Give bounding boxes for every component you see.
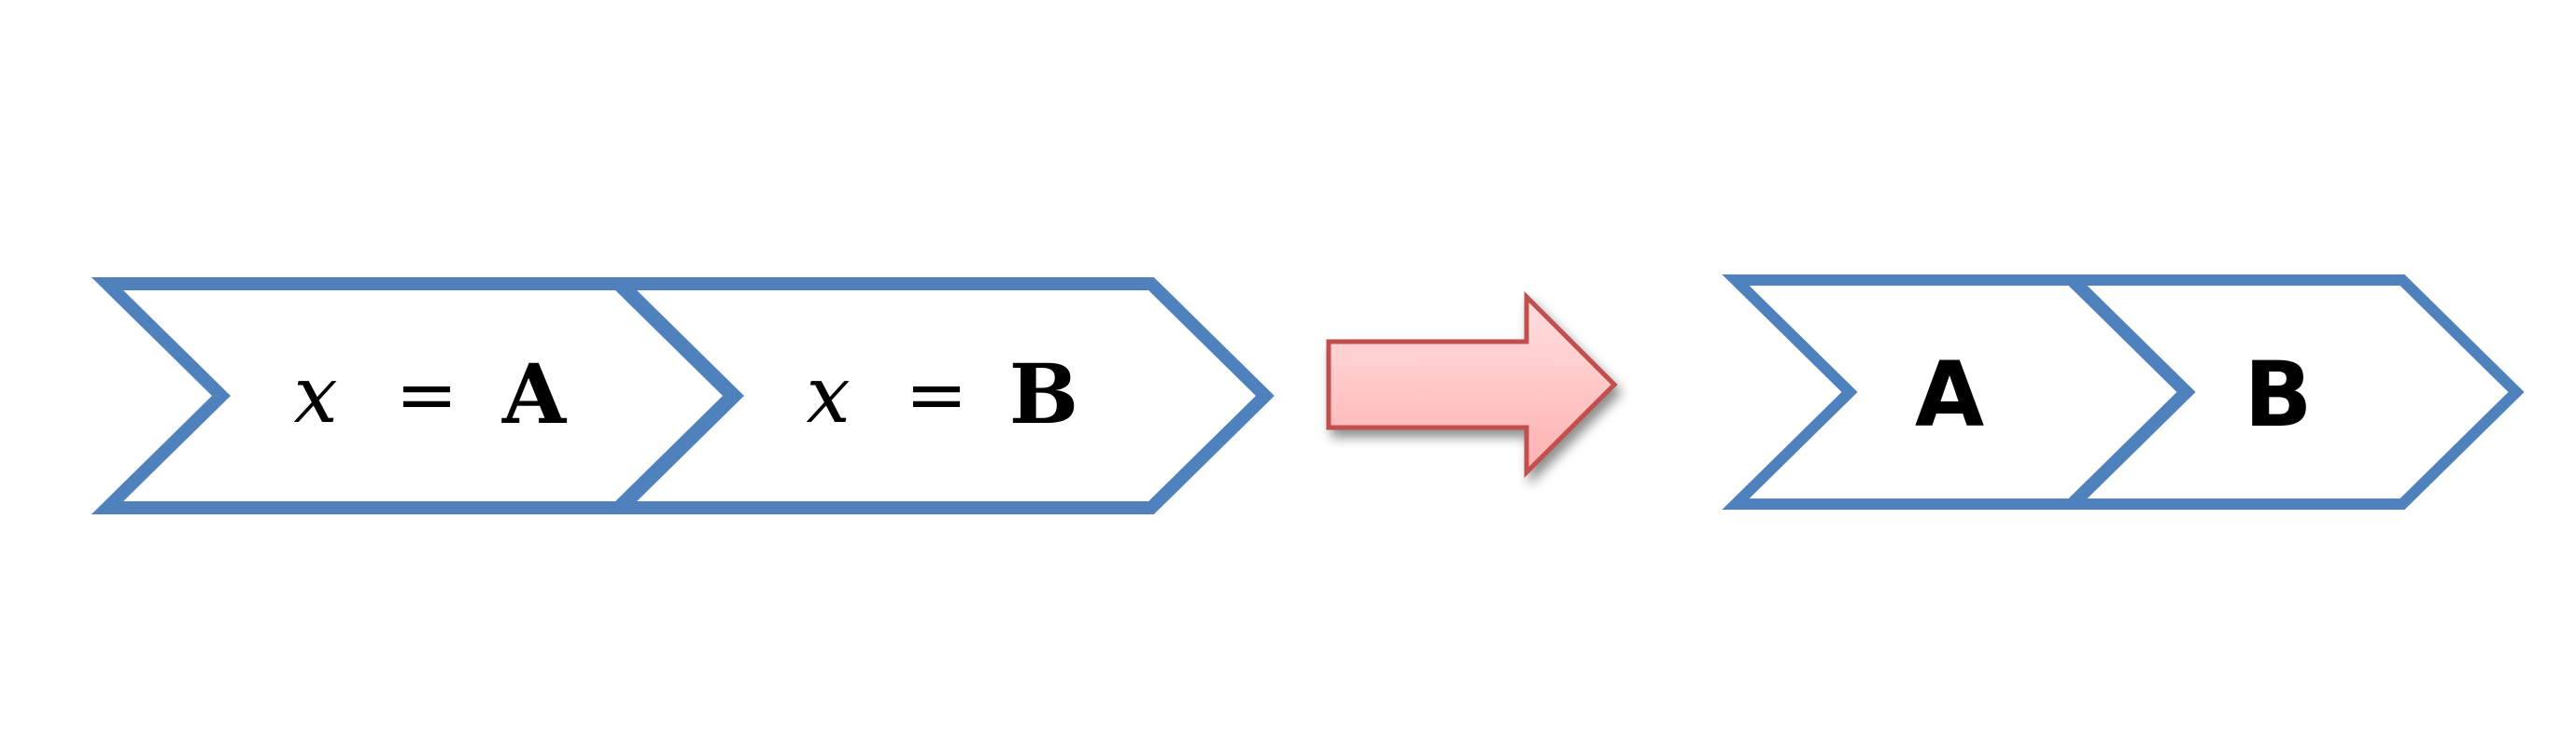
left-chevron-group: x = A x = B xyxy=(91,277,1274,514)
left-chevron-2-value: B xyxy=(1009,345,1078,442)
right-chevron-group: A B xyxy=(1722,274,2525,510)
left-chevron-1-variable: x xyxy=(293,349,337,441)
left-chevron-1: x = A xyxy=(91,277,741,514)
left-chevron-1-value: A xyxy=(501,345,568,442)
right-arrow-icon xyxy=(1326,290,1618,479)
right-chevron-2: B xyxy=(2060,274,2525,510)
left-chevron-2: x = B xyxy=(604,277,1274,514)
left-chevron-2-shape xyxy=(604,277,1274,514)
right-chevron-1-value: A xyxy=(1915,343,1984,447)
right-chevron-2-value: B xyxy=(2244,343,2312,447)
left-chevron-1-operator: = xyxy=(395,351,457,438)
right-chevron-2-shape xyxy=(2060,274,2525,510)
left-chevron-2-operator: = xyxy=(905,351,967,438)
left-chevron-2-variable: x xyxy=(806,349,850,441)
